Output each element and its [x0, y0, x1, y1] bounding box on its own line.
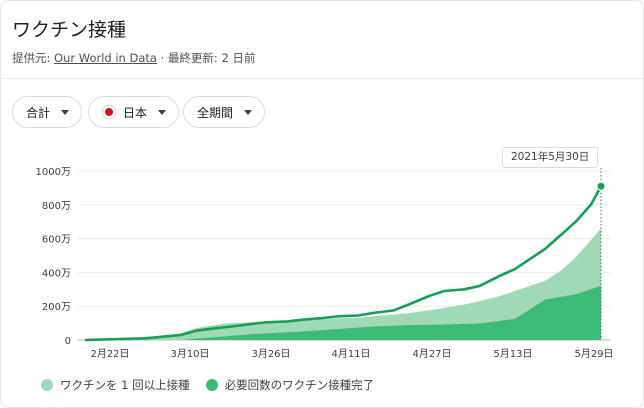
- y-tick-label: 400万: [42, 268, 71, 279]
- legend-label-one-dose: ワクチンを 1 回以上接種: [60, 378, 190, 392]
- y-tick-label: 1000万: [36, 167, 71, 178]
- x-tick-label: 4月11日: [331, 348, 370, 360]
- legend-swatch-one-dose: [41, 379, 53, 391]
- y-tick-label: 600万: [42, 235, 71, 246]
- hover-date-badge: 2021年5月30日: [502, 147, 599, 168]
- y-tick-label: 200万: [42, 302, 71, 313]
- y-tick-label: 800万: [42, 201, 71, 212]
- header-divider: [1, 78, 643, 79]
- last-updated: · 最終更新: 2 日前: [160, 51, 256, 65]
- x-tick-label: 3月26日: [251, 348, 290, 360]
- period-label: 全期間: [197, 105, 234, 120]
- y-tick-label: 0: [65, 336, 71, 347]
- source-link[interactable]: Our World in Data: [54, 51, 157, 65]
- vaccination-area-chart[interactable]: 0 200万 400万 600万 800万 1000万 2月22日 3月10日 3月26日 4月1…: [1, 1, 644, 371]
- chevron-down-icon: [61, 109, 70, 115]
- series-line-total: [84, 185, 603, 342]
- metric-dropdown[interactable]: 合計: [12, 96, 83, 128]
- hover-point: [596, 181, 606, 191]
- source-line: 提供元: Our World in Data · 最終更新: 2 日前: [12, 50, 255, 66]
- country-label: 日本: [123, 105, 148, 120]
- x-tick-label: 5月29日: [574, 348, 613, 360]
- x-tick-label: 5月13日: [493, 348, 532, 360]
- legend-item-one-dose: ワクチンを 1 回以上接種: [41, 377, 190, 393]
- chevron-down-icon: [158, 109, 167, 115]
- x-tick-label: 2月22日: [90, 348, 129, 360]
- chevron-down-icon: [244, 109, 253, 115]
- period-dropdown[interactable]: 全期間: [183, 96, 266, 128]
- country-dropdown[interactable]: 日本: [88, 96, 180, 128]
- chart-legend: ワクチンを 1 回以上接種 必要回数のワクチン接種完了: [41, 377, 390, 393]
- series-area-fully-vaccinated: [85, 285, 601, 340]
- source-prefix: 提供元:: [12, 51, 51, 65]
- japan-flag-icon: [102, 105, 116, 119]
- legend-label-fully: 必要回数のワクチン接種完了: [224, 378, 375, 392]
- legend-item-fully: 必要回数のワクチン接種完了: [205, 377, 375, 393]
- x-tick-label: 4月27日: [412, 348, 451, 360]
- card-title: ワクチン接種: [12, 19, 127, 41]
- x-tick-label: 3月10日: [170, 348, 209, 360]
- series-area-one-dose: [85, 228, 601, 340]
- metric-label: 合計: [26, 105, 51, 120]
- legend-swatch-fully: [205, 379, 218, 391]
